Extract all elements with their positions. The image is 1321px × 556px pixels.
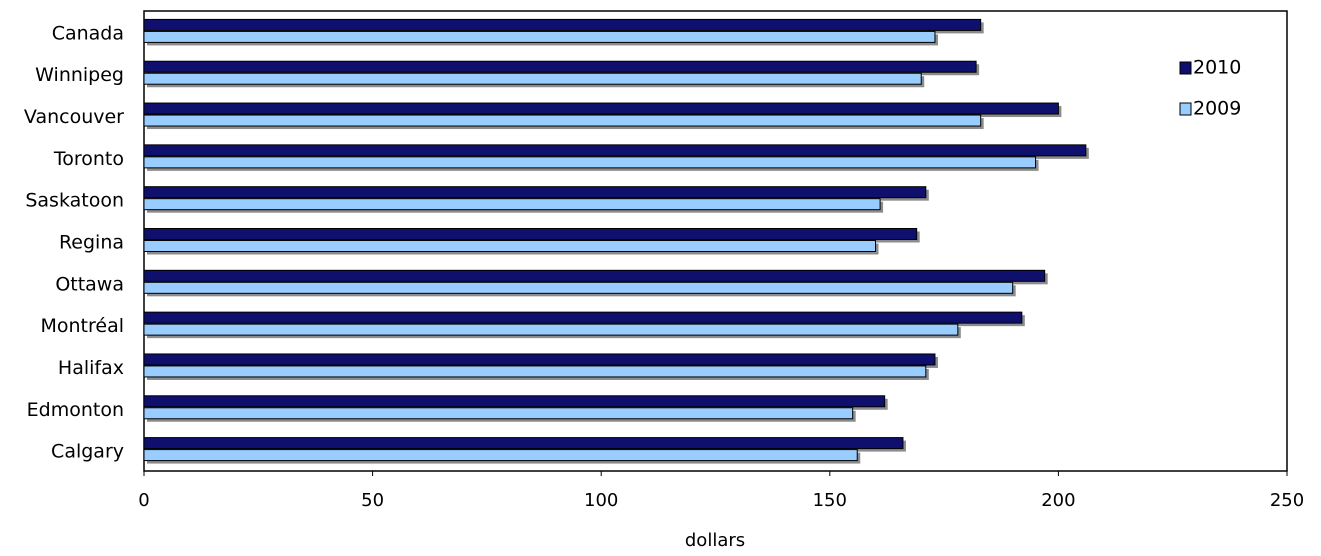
legend-swatch-2010 xyxy=(1179,61,1192,75)
category-label-regina: Regina xyxy=(59,232,124,254)
x-axis-title: dollars xyxy=(685,530,745,551)
category-label-toronto: Toronto xyxy=(53,148,124,170)
bar-2010-calgary xyxy=(143,437,904,450)
category-label-winnipeg: Winnipeg xyxy=(35,64,124,86)
legend-swatch-2009 xyxy=(1179,102,1192,116)
category-label-edmonton: Edmonton xyxy=(27,399,124,421)
category-label-saskatoon: Saskatoon xyxy=(25,190,124,212)
category-label-halifax: Halifax xyxy=(58,357,124,379)
bar-2009-saskatoon xyxy=(143,198,881,211)
bar-2009-toronto xyxy=(143,156,1037,169)
category-label-montr-al: Montréal xyxy=(40,315,124,337)
bar-2009-winnipeg xyxy=(143,72,922,85)
x-tick-label-200: 200 xyxy=(1041,490,1075,511)
bar-2009-halifax xyxy=(143,365,927,378)
bar-2009-montr-al xyxy=(143,323,959,336)
bar-2009-canada xyxy=(143,30,936,43)
bars-layer xyxy=(143,18,1089,464)
bar-2010-montr-al xyxy=(143,311,1023,324)
x-tick-label-100: 100 xyxy=(584,490,618,511)
bar-2010-vancouver xyxy=(143,102,1059,115)
bar-2009-vancouver xyxy=(143,114,982,127)
bar-2010-regina xyxy=(143,228,918,240)
bar-2009-calgary xyxy=(143,449,858,462)
x-tick-label-150: 150 xyxy=(813,490,847,511)
bar-2010-edmonton xyxy=(143,395,886,408)
x-tick-label-50: 50 xyxy=(361,490,384,511)
x-tick-label-0: 0 xyxy=(138,490,149,511)
x-tick-label-250: 250 xyxy=(1270,490,1304,511)
bar-2009-regina xyxy=(143,240,877,252)
bar-2010-canada xyxy=(143,18,982,31)
bar-2010-ottawa xyxy=(143,269,1046,282)
legend-label-2010: 2010 xyxy=(1193,57,1241,79)
bar-2010-winnipeg xyxy=(143,60,977,73)
category-label-ottawa: Ottawa xyxy=(55,273,124,295)
bar-2009-ottawa xyxy=(143,281,1014,294)
bar-2009-edmonton xyxy=(143,407,854,420)
category-label-canada: Canada xyxy=(52,22,124,44)
category-label-vancouver: Vancouver xyxy=(24,106,124,128)
bar-2010-toronto xyxy=(143,144,1087,157)
bar-2010-saskatoon xyxy=(143,186,927,199)
category-label-calgary: Calgary xyxy=(51,441,124,463)
legend-label-2009: 2009 xyxy=(1193,98,1241,120)
x-axis-ticks: 0 50 100 150 200 250 xyxy=(138,471,1304,511)
legend: 2010 2009 xyxy=(1179,57,1241,120)
bar-2010-halifax xyxy=(143,353,936,366)
category-labels: Canada Winnipeg Vancouver Toronto Saskatoon R… xyxy=(24,22,124,462)
